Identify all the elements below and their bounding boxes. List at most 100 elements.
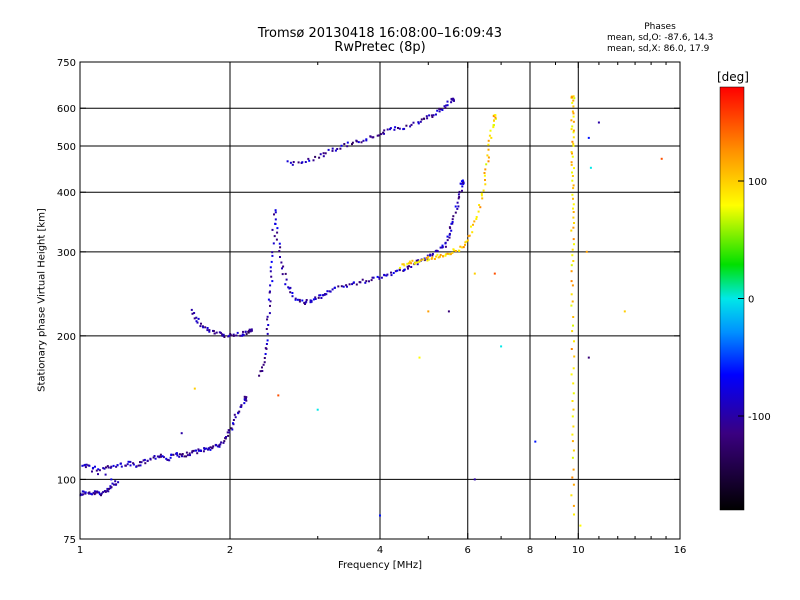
data-point <box>572 216 575 219</box>
data-point <box>572 367 575 370</box>
data-point <box>462 181 464 184</box>
data-point <box>423 117 426 120</box>
data-point <box>105 466 107 469</box>
colorbar-tick-label: 100 <box>748 177 767 188</box>
data-point <box>431 254 434 257</box>
y-tick-label: 500 <box>57 142 76 153</box>
data-point <box>209 446 212 449</box>
data-point <box>301 161 304 164</box>
data-point <box>573 513 575 516</box>
data-point <box>102 491 105 494</box>
data-point <box>267 324 270 326</box>
data-point <box>232 333 235 336</box>
data-point <box>372 136 375 139</box>
data-point <box>153 455 156 457</box>
data-point <box>397 127 399 129</box>
data-point <box>219 443 222 446</box>
data-point <box>161 455 164 458</box>
data-point <box>109 487 112 490</box>
data-point <box>263 361 266 364</box>
data-point <box>274 211 277 214</box>
data-point <box>259 370 262 373</box>
data-point <box>346 285 348 288</box>
data-point <box>183 455 186 458</box>
data-point <box>402 263 405 266</box>
data-point <box>331 288 334 291</box>
x-tick-label: 8 <box>527 545 533 556</box>
data-point <box>269 290 271 293</box>
data-point <box>572 95 575 98</box>
data-point <box>597 121 600 124</box>
data-point <box>197 448 200 451</box>
data-point <box>408 260 411 263</box>
data-point <box>460 180 463 183</box>
data-point <box>450 229 453 232</box>
data-point <box>230 334 233 337</box>
data-point <box>243 402 246 405</box>
data-point <box>358 281 361 284</box>
data-point <box>329 290 332 293</box>
data-point <box>318 294 321 297</box>
data-point <box>331 147 334 150</box>
data-point <box>571 179 574 182</box>
data-point <box>109 485 112 488</box>
y-tick-label: 100 <box>57 475 76 486</box>
data-point <box>319 294 322 297</box>
data-point <box>573 340 575 343</box>
data-point <box>572 129 575 132</box>
data-point <box>247 331 250 334</box>
data-point <box>304 161 307 163</box>
data-point <box>266 315 269 318</box>
chart-title: Tromsø 20130418 16:08:00–16:09:43 <box>257 26 503 41</box>
data-point <box>271 280 274 283</box>
data-point <box>282 265 285 268</box>
x-tick-label: 2 <box>227 545 233 556</box>
data-point <box>464 243 466 246</box>
data-point <box>426 117 429 120</box>
data-point <box>274 222 277 225</box>
data-point <box>435 249 438 252</box>
x-tick-label: 1 <box>77 545 83 556</box>
data-point <box>266 332 269 335</box>
data-point <box>372 276 375 279</box>
data-point <box>228 334 231 337</box>
data-point <box>237 412 240 415</box>
data-point <box>570 280 573 283</box>
data-point <box>446 239 449 242</box>
data-point <box>279 256 281 258</box>
data-point <box>110 465 113 468</box>
data-point <box>382 131 385 134</box>
data-point <box>346 141 349 144</box>
data-point <box>146 459 149 462</box>
data-point <box>389 127 392 130</box>
data-point <box>573 222 575 224</box>
data-point <box>407 267 409 270</box>
data-point <box>448 236 451 239</box>
data-point <box>235 334 238 337</box>
data-point <box>297 161 300 164</box>
data-point <box>232 419 235 421</box>
data-point <box>143 458 146 461</box>
data-point <box>124 464 127 467</box>
data-point <box>94 465 96 468</box>
data-point <box>418 260 421 263</box>
data-point <box>191 451 194 454</box>
data-point <box>191 312 194 315</box>
data-point <box>449 253 452 256</box>
data-point <box>229 333 232 335</box>
data-point <box>383 273 386 276</box>
data-point <box>585 250 588 253</box>
data-point <box>417 122 420 125</box>
data-point <box>477 210 480 213</box>
data-point <box>451 221 454 223</box>
data-point <box>242 330 244 333</box>
data-point <box>389 128 391 131</box>
data-point <box>571 300 574 303</box>
data-point <box>241 334 244 337</box>
data-point <box>403 127 406 130</box>
data-point <box>227 335 230 338</box>
data-point <box>291 292 294 294</box>
data-point <box>485 163 488 166</box>
data-point <box>333 286 336 289</box>
data-point <box>156 455 159 458</box>
